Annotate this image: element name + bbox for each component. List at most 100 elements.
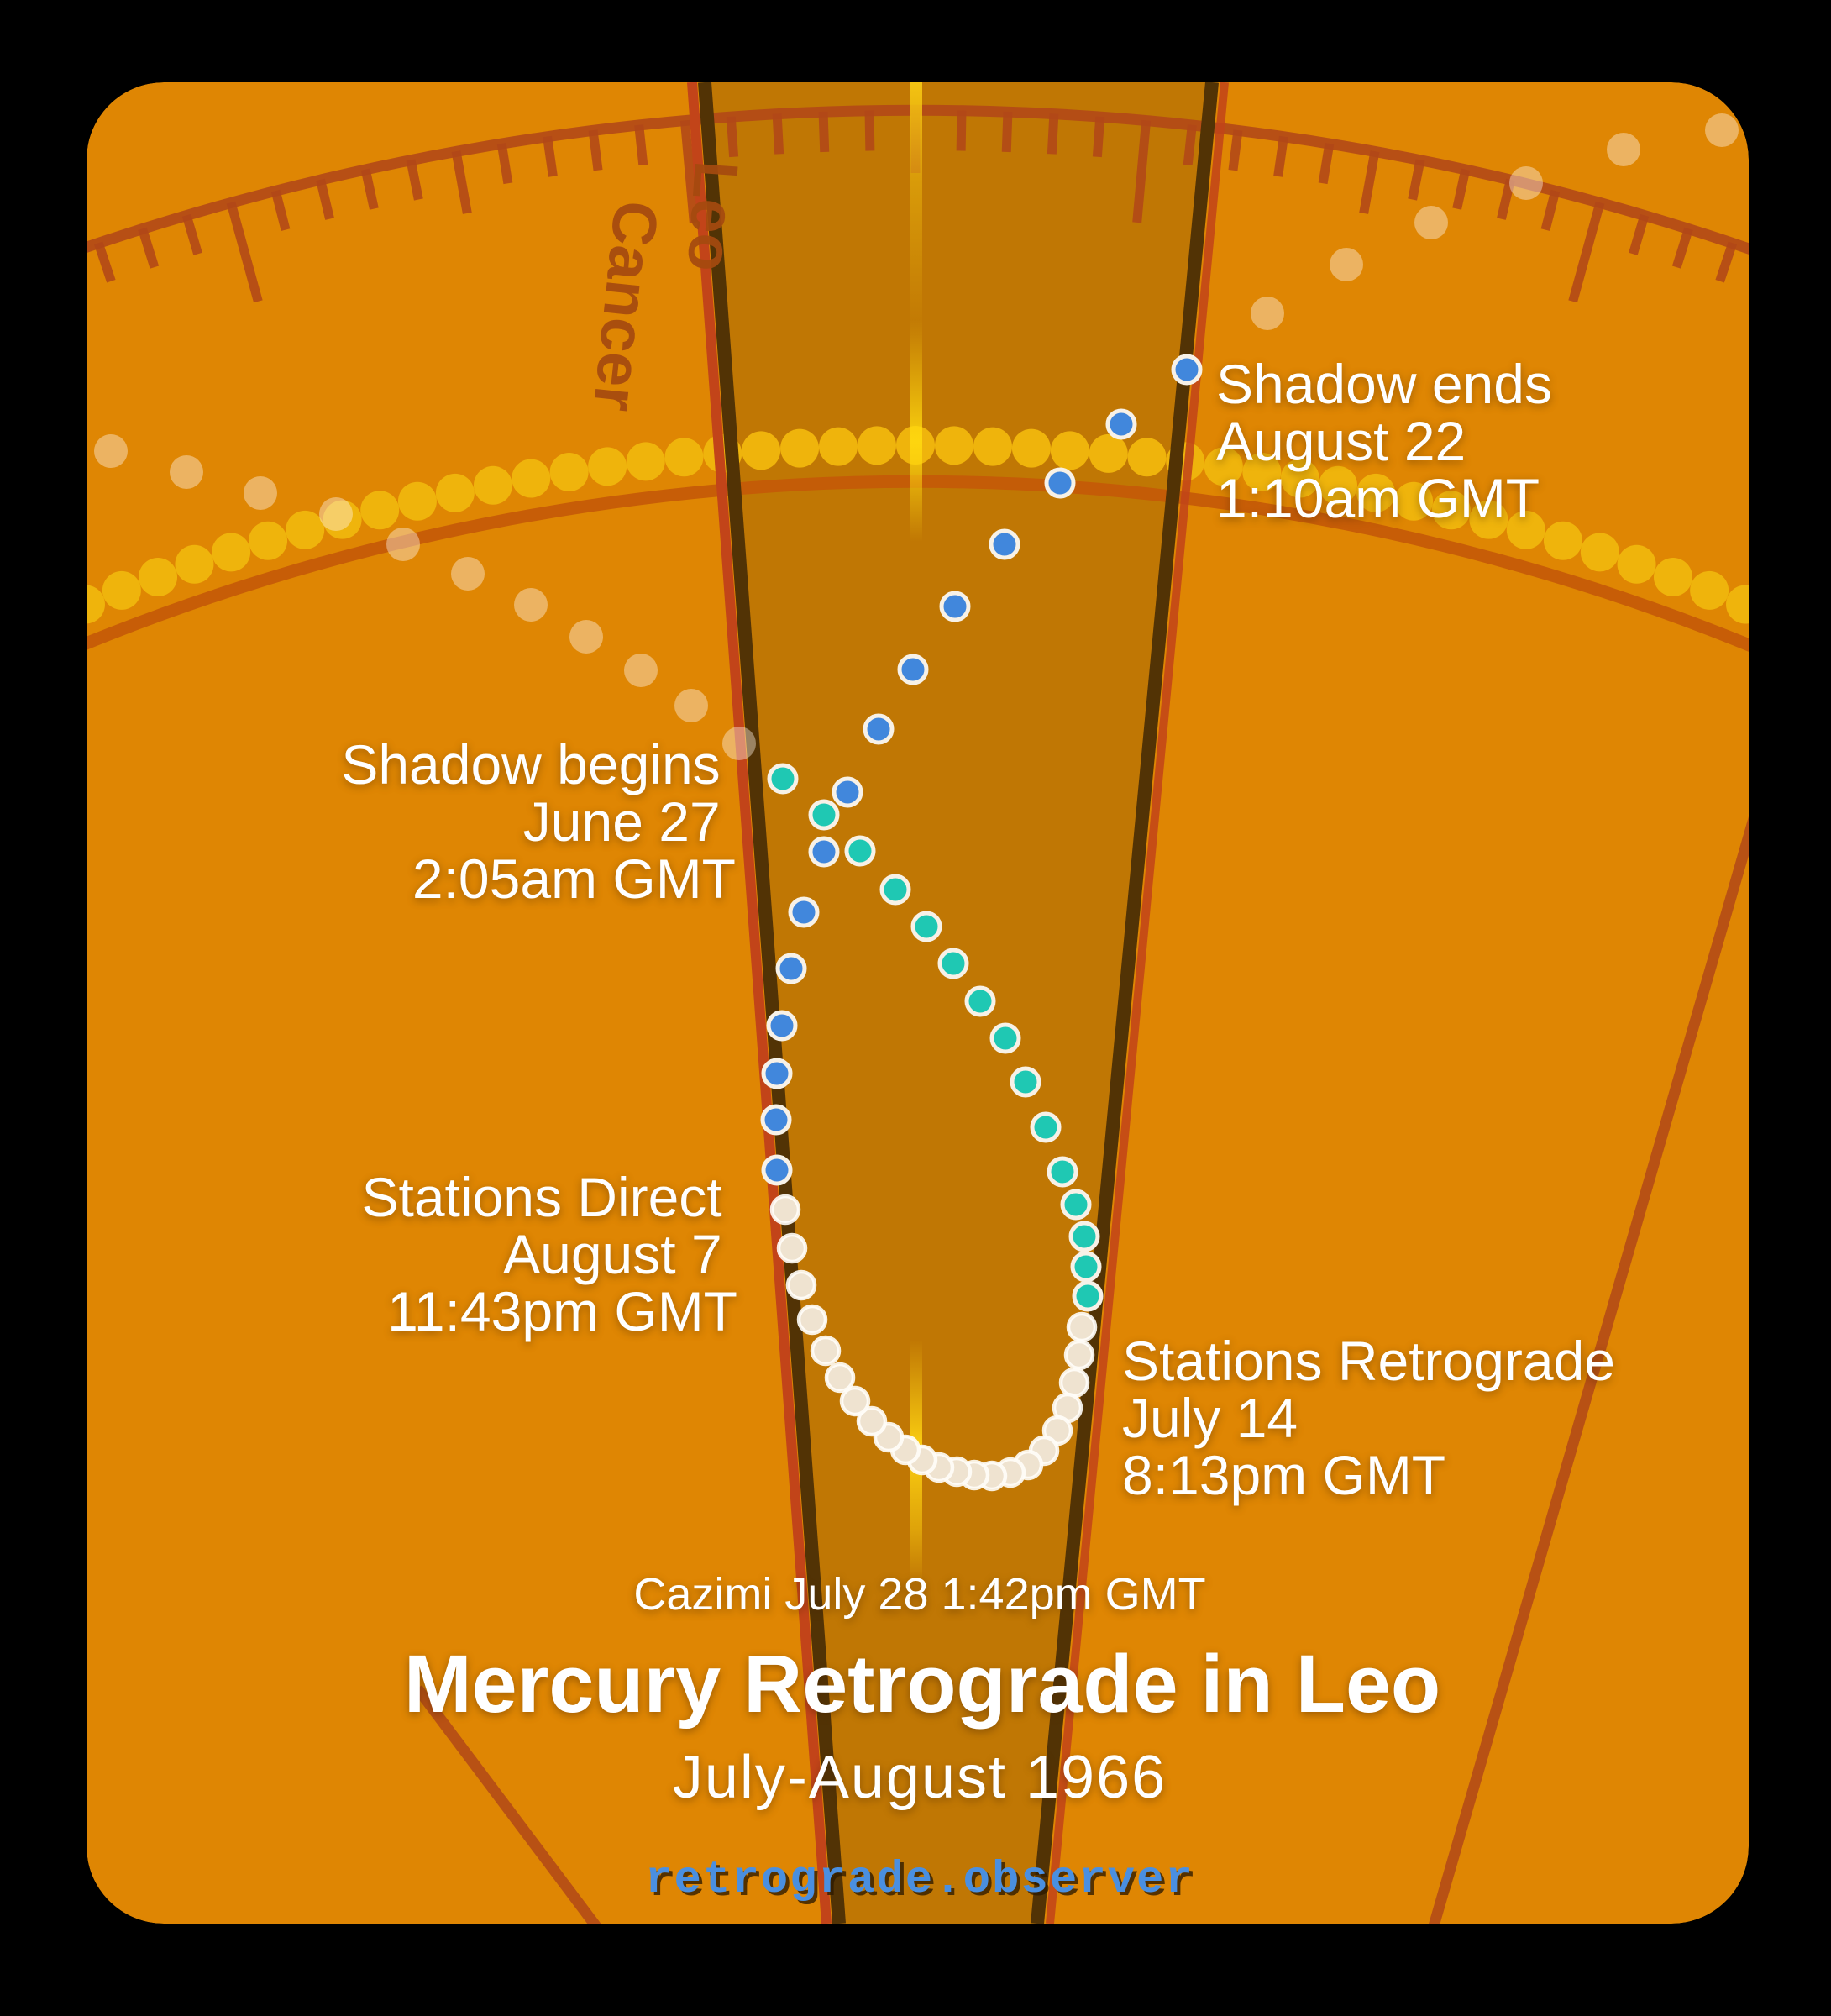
mercury-dot-teal xyxy=(1060,1189,1092,1221)
leo-virgo-boundary-line xyxy=(1031,82,1219,1924)
sun-dot xyxy=(360,491,400,530)
mercury-dot-blue xyxy=(808,836,840,868)
dial-tick xyxy=(1568,201,1605,303)
dial-tick xyxy=(1715,241,1738,283)
mercury-dot-blue xyxy=(1105,408,1137,440)
dial-tick xyxy=(864,110,875,151)
sun-dot xyxy=(1543,521,1582,560)
sun-dot xyxy=(1690,570,1729,610)
mercury-dot-teal xyxy=(1070,1251,1102,1283)
sun-dot xyxy=(935,426,974,465)
mercury-dot-cream xyxy=(776,1232,808,1264)
annotation-stations-retrograde: Stations Retrograde July 14 8:13pm GMT xyxy=(1122,1330,1630,1506)
mercury-dot-teal xyxy=(844,835,876,867)
dial-tick xyxy=(818,111,830,153)
dial-tick xyxy=(138,227,160,269)
mercury-dot-cream xyxy=(785,1269,817,1301)
cancer-leo-boundary-red-line xyxy=(687,82,832,1924)
sun-dot xyxy=(87,585,105,624)
sun-dot xyxy=(473,465,512,505)
dial-tick xyxy=(1092,116,1105,158)
sun-dot xyxy=(1431,491,1471,530)
dial-radial-line-right xyxy=(1402,788,1749,1924)
cazimi-label: Cazimi July 28 1:42pm GMT xyxy=(633,1569,1205,1620)
mercury-dot-cream xyxy=(810,1335,842,1367)
sun-dot xyxy=(1506,510,1545,549)
dial-tick xyxy=(406,159,423,201)
sun-dot xyxy=(175,544,214,584)
dial-tick xyxy=(1183,124,1197,166)
mercury-dot-ghost xyxy=(1251,297,1284,330)
mercury-dot-blue xyxy=(832,776,863,808)
leo-virgo-boundary-red-line xyxy=(1046,82,1229,1924)
mercury-dot-ghost xyxy=(674,689,708,722)
dial-tick xyxy=(360,168,379,210)
dial-tick xyxy=(1228,129,1243,171)
sun-dot xyxy=(664,438,704,477)
mercury-dot-ghost xyxy=(722,727,756,760)
mercury-dot-ghost xyxy=(1414,206,1448,239)
dial-tick xyxy=(1132,119,1152,223)
sun-dot xyxy=(1617,544,1656,584)
mercury-dot-teal xyxy=(937,948,969,979)
mercury-dot-teal xyxy=(1030,1111,1062,1143)
dial-tick xyxy=(1001,111,1013,153)
mercury-dot-teal xyxy=(1072,1280,1104,1312)
mercury-dot-teal xyxy=(1047,1156,1078,1188)
mercury-trail-dots xyxy=(94,113,1739,1492)
mercury-dot-blue xyxy=(989,528,1020,560)
mercury-dot-blue xyxy=(897,654,929,685)
dial-tick xyxy=(1497,178,1515,220)
sun-dot xyxy=(435,473,475,512)
mercury-dot-cream xyxy=(856,1405,888,1437)
dial-tick xyxy=(496,142,513,185)
mercury-dot-cream xyxy=(1063,1339,1095,1371)
sun-dot xyxy=(397,481,437,521)
sun-dot xyxy=(588,447,627,486)
mercury-dot-ghost xyxy=(386,528,420,561)
mercury-dot-cream xyxy=(796,1304,828,1336)
dial-tick xyxy=(181,213,202,255)
mercury-dot-cream xyxy=(824,1362,856,1394)
mercury-dot-ghost xyxy=(514,588,548,622)
mercury-dot-ghost xyxy=(1705,113,1739,147)
dial-tick xyxy=(1318,142,1335,185)
page-title: Mercury Retrograde in Leo xyxy=(404,1638,1440,1730)
mercury-dot-ghost xyxy=(1509,166,1543,200)
mercury-dot-ghost xyxy=(1330,248,1363,281)
sun-dot xyxy=(1726,585,1749,624)
mercury-dot-teal xyxy=(964,985,996,1017)
cancer-leo-boundary-line xyxy=(698,82,846,1924)
dial-tick xyxy=(772,113,784,155)
sun-dot xyxy=(1356,473,1396,512)
mercury-dot-ghost xyxy=(244,476,277,510)
sun-dot xyxy=(102,570,141,610)
annotation-shadow-ends: Shadow ends August 22 1:10am GMT xyxy=(1216,353,1567,529)
mercury-dot-blue xyxy=(760,1104,792,1136)
mercury-dot-ghost xyxy=(1607,133,1640,166)
dial-tick xyxy=(1408,159,1425,201)
sun-dot xyxy=(819,427,858,466)
mercury-dot-teal xyxy=(1010,1066,1041,1098)
dial-tick xyxy=(956,110,967,151)
sun-dot xyxy=(1050,431,1089,470)
mercury-dot-ghost xyxy=(569,620,603,654)
sun-dot xyxy=(626,442,665,481)
sun-dot xyxy=(973,427,1012,466)
mercury-dot-teal xyxy=(910,911,942,942)
sun-dot xyxy=(1204,447,1243,486)
dial-tick xyxy=(1047,113,1059,155)
dial-tick xyxy=(679,119,699,223)
mercury-dot-ghost xyxy=(624,654,658,687)
page-subtitle: July-August 1966 xyxy=(673,1744,1167,1811)
annotation-shadow-begins: Shadow begins June 27 2:05am GMT xyxy=(341,733,736,910)
mercury-dot-cream xyxy=(769,1194,801,1226)
dial-tick xyxy=(1359,150,1380,214)
mercury-dot-ghost xyxy=(94,434,128,468)
mercury-dot-ghost xyxy=(451,557,485,591)
annotation-stations-direct: Stations Direct August 7 11:43pm GMT xyxy=(361,1166,737,1342)
dial-tick xyxy=(451,150,472,214)
sun-longitude-beam-mid xyxy=(910,319,922,542)
dial-tick xyxy=(543,135,558,177)
